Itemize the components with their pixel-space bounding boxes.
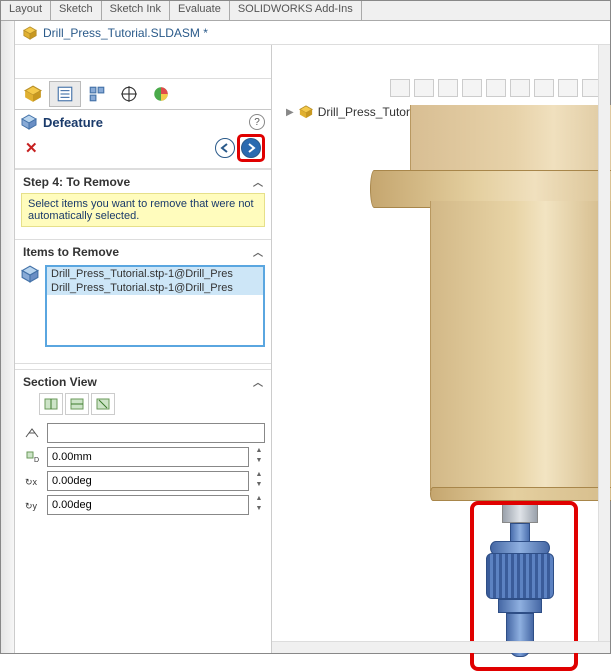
horizontal-scrollbar[interactable] [272,641,610,653]
panel-tab-icons [15,79,271,110]
assembly-icon [299,105,313,119]
section-top-button[interactable] [65,393,89,415]
zoom-area-button[interactable] [414,79,434,97]
angle1-spinner[interactable]: ▲▼ [253,471,265,491]
expand-icon[interactable]: ▶ [286,107,294,118]
svg-text:↻x: ↻x [25,477,38,487]
vertical-scrollbar[interactable] [598,45,610,641]
property-manager-panel: Defeature ? ✕ [15,45,272,653]
step-note: Select items you want to remove that wer… [21,193,265,227]
zoom-fit-button[interactable] [390,79,410,97]
section-view-title: Section View [23,375,97,389]
help-icon[interactable]: ? [249,114,265,130]
tab-sketch-ink[interactable]: Sketch Ink [102,1,170,20]
y-rotation-input[interactable] [47,495,249,515]
command-manager-tabs: Layout Sketch Sketch Ink Evaluate SOLIDW… [1,1,610,21]
tab-display-manager[interactable] [145,81,177,107]
list-item[interactable]: Drill_Press_Tutorial.stp-1@Drill_Pres [47,281,263,295]
edit-appearance-button[interactable] [558,79,578,97]
left-rail [1,21,15,653]
close-button[interactable]: ✕ [21,139,42,157]
tab-sketch[interactable]: Sketch [51,1,102,20]
tab-addins[interactable]: SOLIDWORKS Add-Ins [230,1,362,20]
arrow-left-icon [220,143,230,153]
plane-icon [21,423,43,443]
graphics-viewport[interactable]: ▶ Drill_Press_Tutorial (Defa... [272,45,610,653]
view-orientation-button[interactable] [486,79,506,97]
document-title-bar: Drill_Press_Tutorial.SLDASM * [15,21,610,45]
angle2-spinner[interactable]: ▲▼ [253,495,265,515]
tab-layout[interactable]: Layout [1,1,51,20]
items-title: Items to Remove [23,245,119,259]
tab-dimxpert-manager[interactable] [113,81,145,107]
x-rotation-input[interactable] [47,471,249,491]
offset-distance-input[interactable] [47,447,249,467]
section-view-button[interactable] [462,79,482,97]
defeature-icon [21,114,37,130]
collapse-icon[interactable]: ︿ [253,174,263,189]
panel-spacer [15,45,271,79]
model-graphic [350,105,610,655]
previous-view-button[interactable] [438,79,458,97]
x-rotation-icon: ↻x [21,471,43,491]
next-button[interactable] [241,138,261,158]
section-front-button[interactable] [39,393,63,415]
tab-feature-manager[interactable] [17,81,49,107]
assembly-icon [23,26,37,40]
tab-configuration-manager[interactable] [81,81,113,107]
svg-text:↻y: ↻y [25,501,38,511]
heads-up-view-toolbar [390,79,602,97]
y-rotation-icon: ↻y [21,495,43,515]
body-icon [21,265,39,283]
display-style-button[interactable] [510,79,530,97]
collapse-icon[interactable]: ︿ [253,244,263,259]
tab-property-manager[interactable] [49,81,81,107]
svg-text:D: D [34,457,39,464]
next-button-highlight [237,134,265,162]
document-title: Drill_Press_Tutorial.SLDASM * [43,26,208,40]
back-button[interactable] [215,138,235,158]
step-title: Step 4: To Remove [23,175,130,189]
pm-title: Defeature [43,115,103,130]
offset-distance-icon: D [21,447,43,467]
offset-spinner[interactable]: ▲▼ [253,447,265,467]
arrow-right-icon [246,143,256,153]
hide-show-button[interactable] [534,79,554,97]
items-to-remove-list[interactable]: Drill_Press_Tutorial.stp-1@Drill_Pres Dr… [45,265,265,347]
reference-plane-input[interactable] [47,423,265,443]
tab-evaluate[interactable]: Evaluate [170,1,230,20]
list-item[interactable]: Drill_Press_Tutorial.stp-1@Drill_Pres [47,267,263,281]
section-right-button[interactable] [91,393,115,415]
collapse-icon[interactable]: ︿ [253,374,263,389]
